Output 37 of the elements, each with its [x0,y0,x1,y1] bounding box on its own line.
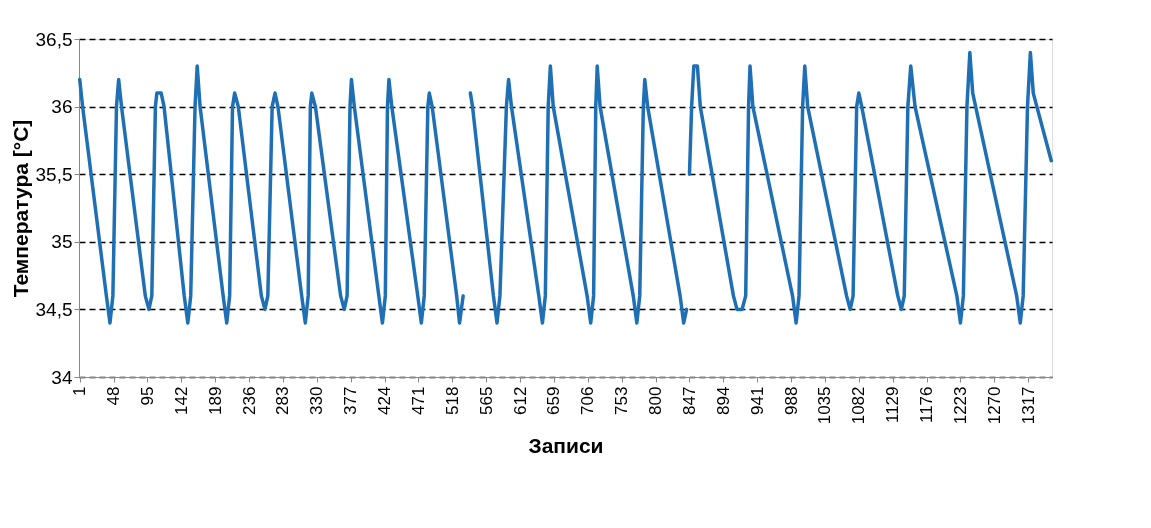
x-tick-label: 189 [205,386,225,415]
x-tick-label: 1129 [883,386,903,424]
y-tick-label: 34 [51,366,73,388]
y-tick-label: 34,5 [35,298,73,320]
x-tick-label: 48 [104,386,124,406]
x-tick-label: 1223 [950,386,970,425]
x-tick-label: 377 [341,386,361,415]
x-tick-label: 1176 [917,386,937,424]
x-tick-label: 142 [171,386,191,415]
y-tick-label: 35 [51,231,73,253]
x-tick-label: 471 [408,386,428,415]
x-tick-label: 236 [239,386,259,415]
x-tick-label: 283 [273,386,293,415]
x-axis-title: Записи [528,434,604,458]
x-tick-label: 941 [747,386,767,415]
x-tick-label: 706 [578,386,598,415]
x-tick-label: 659 [544,386,564,415]
y-tick-label: 35,5 [35,163,73,185]
y-tick-label: 36,5 [35,28,73,50]
x-tick-label: 988 [781,386,801,415]
x-tick-label: 518 [442,386,462,415]
x-tick-label: 1035 [815,386,835,425]
y-axis-title: Температура [°C] [8,119,32,298]
x-tick-label: 95 [137,386,157,406]
x-tick-label: 424 [375,386,395,415]
x-tick-label: 753 [612,386,632,415]
x-tick-label: 330 [307,386,327,415]
x-tick-label: 1 [70,386,90,396]
x-tick-label: 894 [713,386,733,415]
x-tick-label: 1317 [1018,386,1038,425]
x-tick-label: 565 [476,386,496,415]
x-tick-label: 1270 [984,386,1004,425]
x-tick-label: 800 [646,386,666,415]
y-tick-label: 36 [51,96,73,118]
x-tick-label: 612 [510,386,530,415]
x-tick-label: 1082 [849,386,869,425]
x-tick-label: 847 [679,386,699,415]
